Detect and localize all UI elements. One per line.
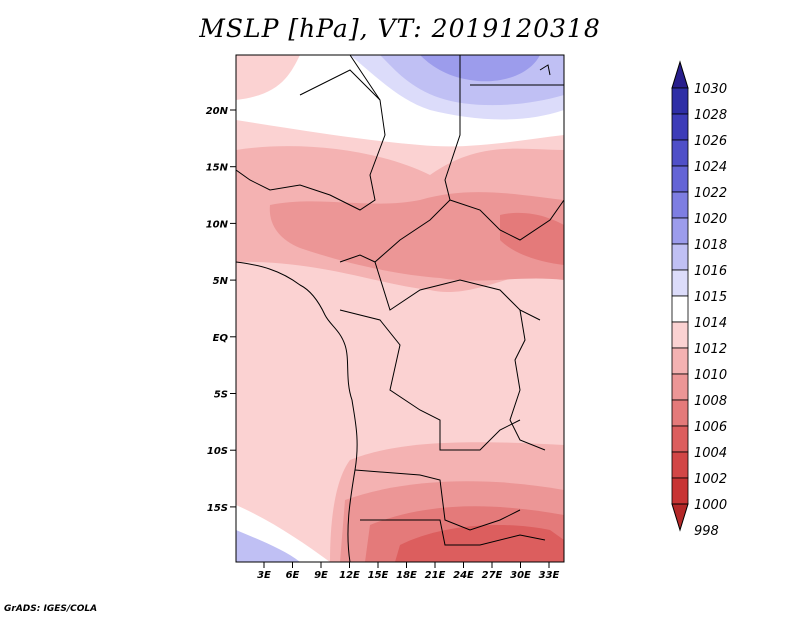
colorbar-swatch <box>671 477 689 505</box>
lon-tick-label: 6E <box>286 570 300 581</box>
colorbar-level-label: 1015 <box>694 290 727 305</box>
colorbar-level-label: 1000 <box>694 498 727 513</box>
pressure-field <box>236 55 564 562</box>
colorbar-swatch <box>671 347 689 375</box>
colorbar-level-label: 998 <box>694 524 719 539</box>
colorbar-swatch <box>671 191 689 219</box>
pressure-fill-1004-south <box>395 525 564 562</box>
colorbar-level-label: 1018 <box>694 238 727 253</box>
lat-tick-label: 10N <box>206 219 229 230</box>
colorbar-bottom-arrow <box>671 503 689 532</box>
colorbar-level-label: 1026 <box>694 134 727 149</box>
colorbar-swatch <box>671 295 689 323</box>
lon-tick-label: 3E <box>257 570 271 581</box>
pressure-fill-1006-north <box>500 212 564 265</box>
colorbar-swatch <box>671 217 689 245</box>
colorbar: 1030 1028 1026 1024 1022 1020 1018 1016 1015 1014… <box>671 60 727 539</box>
colorbar-swatch <box>671 269 689 297</box>
lon-tick-label: 21E <box>425 570 446 581</box>
latitude-axis: 20N 15N 10N 5N EQ 5S 10S 15S <box>206 106 236 514</box>
colorbar-swatch <box>671 425 689 453</box>
namibia-border <box>360 519 546 546</box>
lon-tick-label: 9E <box>314 570 328 581</box>
colorbar-level-label: 1008 <box>694 394 727 409</box>
west-coastline <box>236 261 358 562</box>
lon-tick-label: 33E <box>539 570 560 581</box>
colorbar-level-label: 1020 <box>694 212 727 227</box>
colorbar-top-arrow <box>671 60 689 89</box>
lon-tick-label: 30E <box>510 570 531 581</box>
red-sea-coast <box>539 64 551 76</box>
longitude-axis: 3E 6E 9E 12E 15E 18E 21E 24E 27E 30E 33E <box>257 562 560 581</box>
algeria-border <box>299 69 381 101</box>
colorbar-swatch <box>671 139 689 167</box>
pressure-fill-1008-north <box>269 192 564 281</box>
map-frame <box>235 54 565 563</box>
lon-tick-label: 24E <box>453 570 474 581</box>
colorbar-level-label: 1010 <box>694 368 727 383</box>
colorbar-swatch <box>671 399 689 427</box>
colorbar-level-label: 1016 <box>694 264 727 279</box>
pressure-fill-1018 <box>420 55 540 82</box>
angola-border <box>354 469 521 531</box>
colorbar-level-label: 1014 <box>694 316 727 331</box>
lon-tick-label: 12E <box>339 570 360 581</box>
lon-tick-label: 18E <box>396 570 417 581</box>
lon-tick-label: 15E <box>368 570 389 581</box>
colorbar-swatch <box>671 321 689 349</box>
borders <box>236 55 564 562</box>
colorbar-swatch <box>671 165 689 193</box>
lat-tick-label: 15N <box>206 163 229 174</box>
drc-border <box>339 309 521 451</box>
colorbar-level-label: 1012 <box>694 342 727 357</box>
lat-tick-label: EQ <box>213 333 229 344</box>
colorbar-level-label: 1006 <box>694 420 727 435</box>
colorbar-swatch <box>671 87 689 115</box>
colorbar-swatch <box>671 243 689 271</box>
colorbar-level-label: 1004 <box>694 446 727 461</box>
colorbar-level-label: 1024 <box>694 160 727 175</box>
east-border <box>509 309 546 451</box>
sahara-border <box>236 55 386 211</box>
chad-border <box>339 55 461 263</box>
colorbar-level-label: 1002 <box>694 472 727 487</box>
colorbar-level-label: 1022 <box>694 186 727 201</box>
lon-tick-label: 27E <box>482 570 503 581</box>
colorbar-level-label: 1030 <box>694 82 727 97</box>
lat-tick-label: 5N <box>213 276 229 287</box>
lat-tick-label: 5S <box>214 390 228 401</box>
pressure-fill-1012-nw <box>236 55 300 100</box>
sudan-border <box>449 199 564 241</box>
grads-credit: GrADS: IGES/COLA <box>4 604 98 614</box>
colorbar-swatch <box>671 113 689 141</box>
lat-tick-label: 15S <box>207 503 228 514</box>
pressure-fill-1016-sw <box>236 530 300 562</box>
colorbar-swatch <box>671 373 689 401</box>
colorbar-swatch <box>671 451 689 479</box>
map-title: MSLP [hPa], VT: 2019120318 <box>199 14 601 43</box>
lat-tick-label: 10S <box>207 446 228 457</box>
lat-tick-label: 20N <box>206 106 229 117</box>
colorbar-level-label: 1028 <box>694 108 727 123</box>
